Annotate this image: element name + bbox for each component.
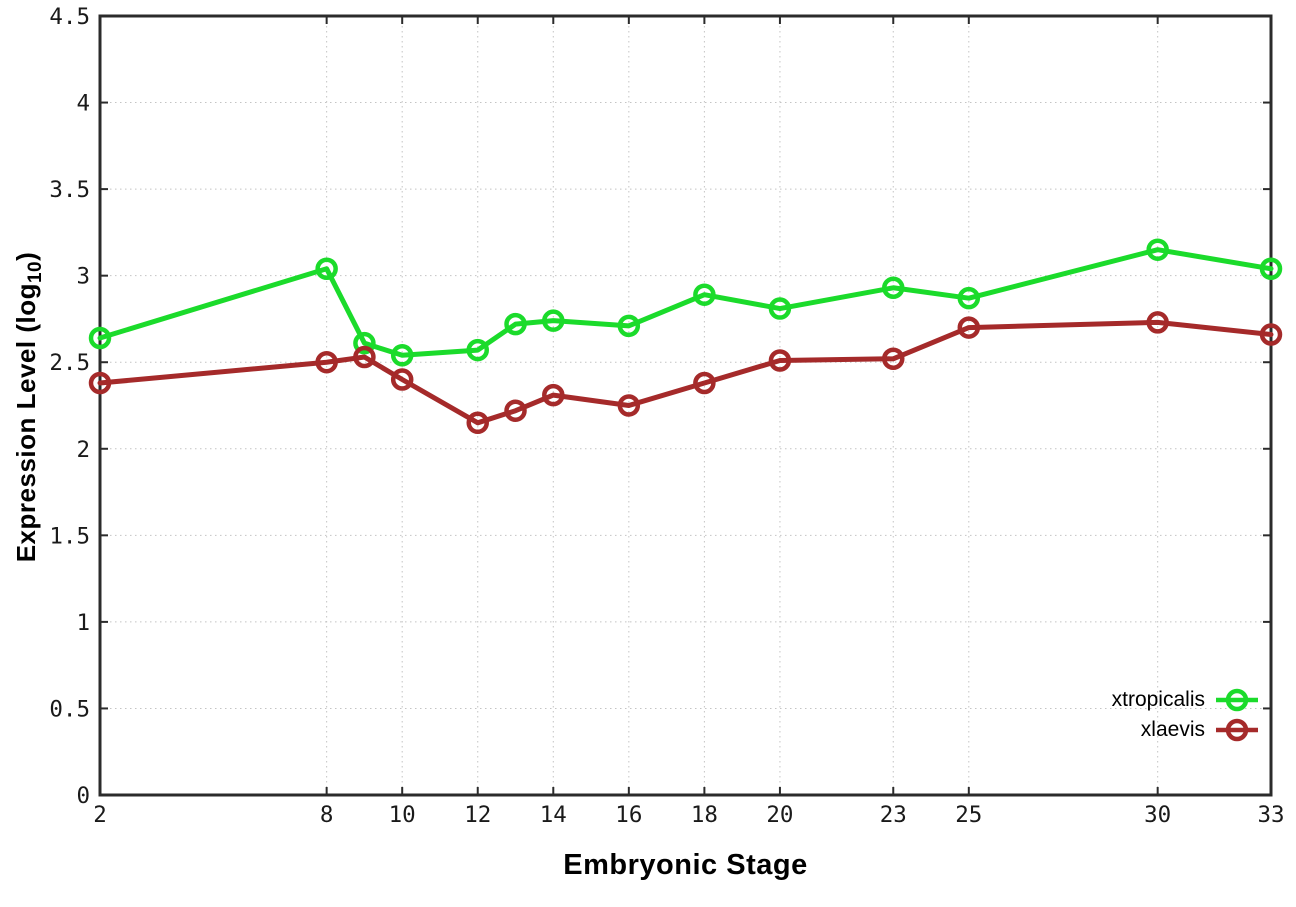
data-point-xtropicalis-stage-25 [957, 286, 981, 310]
data-point-xtropicalis-stage-12 [466, 338, 489, 362]
data-point-xtropicalis-stage-20 [768, 297, 792, 320]
data-point-xtropicalis-stage-2 [88, 326, 112, 350]
y-tick-label: 0 [76, 783, 90, 809]
y-tick-label: 3.5 [49, 177, 90, 203]
data-point-xlaevis-stage-8 [315, 350, 338, 374]
y-tick-label: 0.5 [49, 696, 90, 722]
x-tick-label: 14 [540, 802, 567, 828]
data-point-xtropicalis-stage-13 [504, 312, 527, 336]
x-tick-label: 25 [955, 802, 982, 828]
series-line-xtropicalis [97, 247, 1274, 358]
y-tick-label: 1.5 [49, 523, 90, 549]
y-tick-label: 2.5 [49, 350, 90, 376]
series-line-xlaevis [97, 319, 1274, 426]
legend-item-xlaevis: xlaevis [1112, 715, 1260, 745]
x-tick-label: 23 [880, 802, 907, 828]
y-axis-title-subscript: 10 [25, 260, 47, 284]
plot-border [98, 14, 1273, 797]
legend: xtropicalis xlaevis [1112, 685, 1260, 745]
legend-label-xlaevis: xlaevis [1140, 718, 1205, 741]
legend-label-xtropicalis: xtropicalis [1111, 688, 1205, 711]
y-tick-label: 4 [76, 91, 90, 117]
data-point-xtropicalis-stage-16 [617, 314, 641, 338]
data-point-xlaevis-stage-18 [693, 371, 716, 395]
y-tick-label: 3 [76, 264, 90, 290]
data-point-xlaevis-stage-9 [353, 345, 376, 369]
x-tick-label: 8 [320, 802, 334, 828]
y-tick-label: 1 [76, 610, 90, 636]
x-tick-label: 12 [464, 802, 491, 828]
x-tick-label: 18 [691, 802, 718, 828]
x-tick-label: 20 [766, 802, 793, 828]
y-tick-label: 4.5 [49, 4, 90, 30]
x-tick-label: 10 [389, 802, 416, 828]
x-axis-title: Embryonic Stage [563, 849, 808, 881]
x-tick-label: 30 [1144, 802, 1171, 828]
data-point-xtropicalis-stage-9 [353, 331, 376, 355]
data-point-xlaevis-stage-10 [390, 368, 414, 391]
data-point-xlaevis-stage-14 [542, 383, 565, 407]
y-axis-title-text: Expression Level (log [11, 283, 41, 563]
data-point-xlaevis-stage-30 [1146, 311, 1169, 334]
data-point-xlaevis-stage-23 [882, 347, 905, 371]
data-point-xtropicalis-stage-8 [315, 257, 338, 280]
y-tick-label: 2 [76, 437, 90, 463]
legend-marker-xlaevis-icon [1216, 718, 1258, 742]
data-point-xtropicalis-stage-18 [693, 283, 716, 306]
data-point-xtropicalis-stage-33 [1259, 257, 1283, 280]
x-tick-label: 33 [1257, 802, 1284, 828]
data-point-xlaevis-stage-16 [617, 394, 641, 417]
x-tick-label: 16 [615, 802, 642, 828]
legend-marker-xtropicalis-icon [1216, 688, 1258, 712]
data-point-xlaevis-stage-12 [466, 411, 489, 435]
data-point-xlaevis-stage-20 [768, 349, 792, 372]
data-point-xtropicalis-stage-23 [882, 276, 905, 300]
y-axis-title-close: ) [11, 251, 41, 261]
data-point-xtropicalis-stage-14 [542, 309, 565, 332]
data-point-xlaevis-stage-25 [957, 316, 981, 339]
data-point-xlaevis-stage-13 [504, 399, 527, 422]
data-point-xtropicalis-stage-10 [390, 344, 414, 367]
y-axis-title: Expression Level (log10) [8, 57, 47, 757]
x-tick-label: 2 [93, 802, 107, 828]
legend-item-xtropicalis: xtropicalis [1112, 685, 1260, 715]
data-point-xtropicalis-stage-30 [1146, 238, 1169, 261]
data-point-xlaevis-stage-33 [1259, 323, 1283, 346]
data-point-xlaevis-stage-2 [88, 371, 112, 395]
